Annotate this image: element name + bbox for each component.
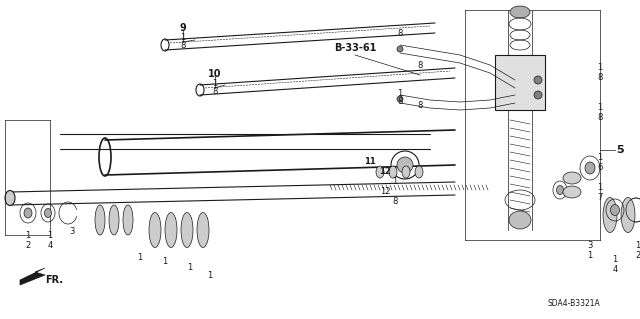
Text: 8: 8 [597, 114, 603, 122]
Text: 10: 10 [208, 69, 221, 79]
Ellipse shape [181, 212, 193, 248]
Text: 8: 8 [212, 87, 218, 97]
Ellipse shape [509, 211, 531, 229]
Text: 9: 9 [180, 23, 186, 33]
Text: 1: 1 [392, 177, 397, 187]
Ellipse shape [415, 166, 423, 178]
Text: B-33-61: B-33-61 [334, 43, 376, 53]
Text: 8: 8 [597, 73, 603, 83]
Text: 4: 4 [47, 241, 52, 249]
Ellipse shape [563, 172, 581, 184]
Text: 1: 1 [26, 231, 31, 240]
Ellipse shape [149, 212, 161, 248]
Text: 8: 8 [180, 41, 186, 50]
Ellipse shape [534, 76, 542, 84]
Ellipse shape [197, 212, 209, 248]
Ellipse shape [510, 6, 530, 18]
Ellipse shape [45, 209, 51, 218]
Text: 6: 6 [597, 164, 603, 173]
Text: 3: 3 [69, 227, 75, 236]
Ellipse shape [534, 91, 542, 99]
Text: SDA4-B3321A: SDA4-B3321A [547, 299, 600, 308]
Text: 8: 8 [417, 100, 422, 109]
Text: FR.: FR. [45, 275, 63, 285]
Text: 1: 1 [138, 254, 143, 263]
Ellipse shape [165, 212, 177, 248]
Ellipse shape [397, 96, 403, 102]
Text: 1: 1 [597, 183, 603, 192]
Ellipse shape [402, 166, 410, 178]
Text: 1: 1 [47, 231, 52, 240]
Ellipse shape [109, 205, 119, 235]
Text: 7: 7 [597, 194, 603, 203]
Text: 1: 1 [163, 257, 168, 266]
Text: 1: 1 [597, 153, 603, 162]
Ellipse shape [585, 162, 595, 174]
Text: 3: 3 [588, 241, 593, 249]
Text: 1: 1 [397, 90, 403, 99]
Text: 5: 5 [616, 145, 624, 155]
Ellipse shape [123, 205, 133, 235]
Ellipse shape [24, 208, 32, 218]
Ellipse shape [95, 205, 105, 235]
Text: 11: 11 [364, 158, 376, 167]
Polygon shape [20, 268, 45, 285]
Text: 8: 8 [397, 29, 403, 39]
Text: 1: 1 [188, 263, 193, 272]
Ellipse shape [389, 166, 397, 178]
Ellipse shape [563, 186, 581, 198]
Text: 8: 8 [417, 61, 422, 70]
Ellipse shape [557, 186, 563, 195]
Text: 1: 1 [212, 79, 218, 88]
Text: 1: 1 [597, 63, 603, 72]
Text: 1: 1 [636, 241, 640, 249]
Text: 8: 8 [392, 197, 397, 206]
Ellipse shape [5, 190, 15, 205]
Text: 1: 1 [180, 33, 186, 42]
Bar [495, 55, 545, 110]
Ellipse shape [621, 197, 635, 233]
Text: 1: 1 [597, 103, 603, 113]
Text: 8: 8 [397, 98, 403, 107]
Ellipse shape [603, 197, 617, 233]
Ellipse shape [376, 166, 384, 178]
Text: 1: 1 [588, 250, 593, 259]
Text: 4: 4 [612, 265, 618, 275]
Text: 1: 1 [612, 256, 618, 264]
Ellipse shape [397, 157, 413, 173]
Ellipse shape [611, 204, 620, 216]
Text: 12: 12 [380, 188, 390, 197]
Text: 2: 2 [636, 250, 640, 259]
Text: 12: 12 [379, 167, 391, 176]
Ellipse shape [397, 46, 403, 52]
Text: 2: 2 [26, 241, 31, 249]
Text: 1: 1 [207, 271, 212, 279]
